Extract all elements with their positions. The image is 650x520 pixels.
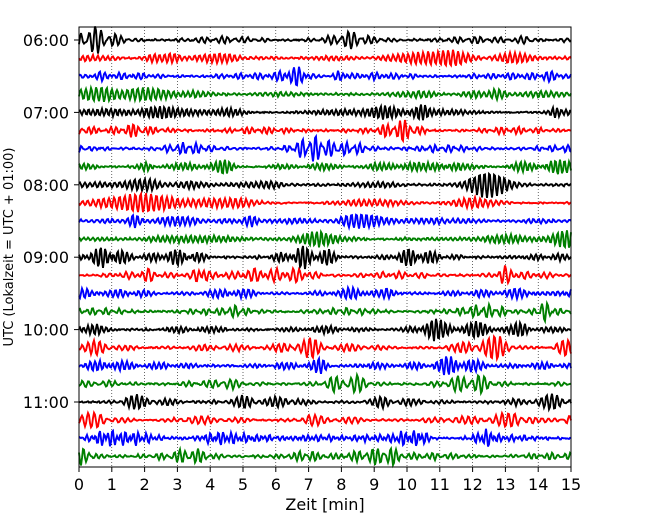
seismic-trace: [78, 133, 572, 162]
seismic-trace: [78, 190, 572, 214]
seismic-trace: [78, 410, 572, 430]
seismic-trace: [78, 102, 572, 122]
x-tick-label: 14: [528, 475, 548, 494]
seismic-trace: [78, 284, 572, 303]
seismic-trace: [78, 355, 572, 376]
seismic-traces: [78, 26, 572, 469]
y-axis-label: UTC (Lokalzeit = UTC + 01:00): [2, 148, 17, 347]
x-tick-label: 3: [172, 475, 182, 494]
seismic-trace: [78, 84, 572, 104]
seismic-trace: [78, 66, 572, 87]
x-tick-label: 9: [369, 475, 379, 494]
x-tick-label: 4: [205, 475, 215, 494]
seismic-trace: [78, 245, 572, 271]
y-tick-label: 09:00: [23, 248, 69, 267]
x-tick-label: 2: [140, 475, 150, 494]
x-axis-label: Zeit [min]: [285, 495, 364, 514]
seismic-trace: [78, 392, 572, 413]
y-axis: 06:00 07:00 08:00 09:00 10:00 11:00: [23, 31, 79, 412]
seismic-trace: [78, 428, 572, 448]
x-tick-label: 13: [495, 475, 515, 494]
x-tick-label: 11: [430, 475, 450, 494]
plot-frame: [78, 26, 572, 468]
x-tick-label: 0: [74, 475, 84, 494]
seismic-trace: [78, 265, 572, 286]
x-tick-label: 7: [304, 475, 314, 494]
x-tick-label: 10: [397, 475, 417, 494]
x-tick-label: 8: [336, 475, 346, 494]
x-tick-label: 6: [271, 475, 281, 494]
y-tick-label: 08:00: [23, 176, 69, 195]
x-tick-label: 5: [238, 475, 248, 494]
y-tick-label: 11:00: [23, 393, 69, 412]
seismic-trace: [78, 334, 572, 363]
x-tick-label: 15: [561, 475, 581, 494]
x-tick-label: 1: [107, 475, 117, 494]
x-tick-label: 12: [462, 475, 482, 494]
seismic-trace: [78, 213, 572, 232]
x-gridlines: [111, 27, 539, 467]
seismic-trace: [78, 228, 572, 250]
y-tick-label: 06:00: [23, 31, 69, 50]
seismic-trace: [78, 26, 572, 54]
seismic-trace: [78, 445, 572, 469]
seismic-trace: [78, 48, 572, 68]
seismic-trace: [78, 299, 572, 325]
y-tick-label: 07:00: [23, 103, 69, 122]
x-axis: 0 1 2 3 4 5 6 7 8 9 10 11 12 13 14 15: [74, 467, 581, 494]
seismic-trace: [78, 158, 572, 176]
seismic-trace: [78, 318, 572, 342]
seismic-trace: [78, 119, 572, 144]
seismic-trace: [78, 371, 572, 397]
seismic-trace: [78, 171, 572, 199]
y-tick-label: 10:00: [23, 321, 69, 340]
